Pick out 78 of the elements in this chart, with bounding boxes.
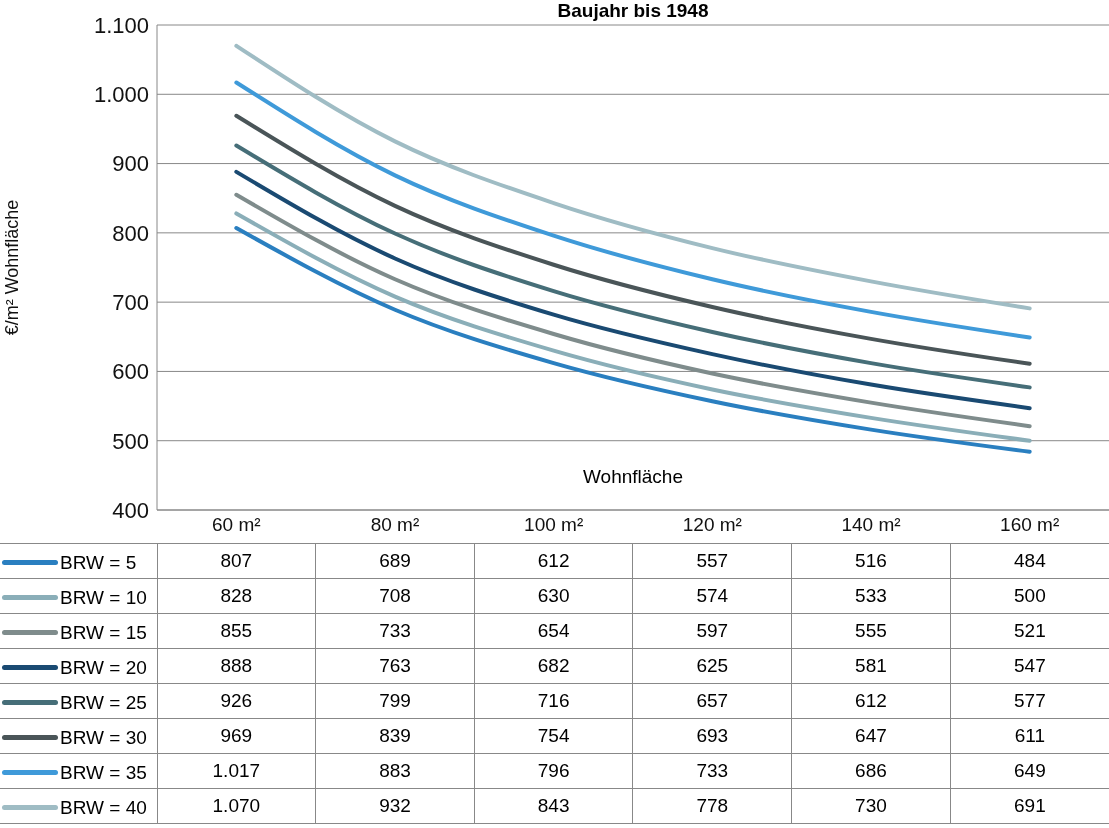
data-label: 883	[315, 753, 475, 789]
data-label: 733	[632, 753, 792, 789]
data-label: 533	[791, 578, 951, 614]
y-tick-label: 1.100	[93, 12, 149, 38]
y-tick-label: 900	[112, 151, 149, 177]
data-label: 839	[315, 718, 475, 754]
data-label: 733	[315, 613, 475, 649]
x-tick-label: 60 m²	[212, 514, 261, 536]
data-label: 969	[157, 718, 316, 754]
data-label: 1.070	[157, 788, 316, 824]
data-label: 654	[474, 613, 633, 649]
data-label: 611	[950, 718, 1109, 754]
legend-label: BRW = 40	[60, 796, 147, 819]
data-label: 557	[632, 543, 792, 579]
line-series	[234, 113, 1032, 366]
data-label: 547	[950, 648, 1109, 684]
data-label: 754	[474, 718, 633, 754]
y-tick-label: 600	[112, 359, 149, 385]
data-label: 630	[474, 578, 633, 614]
data-label: 612	[474, 543, 633, 579]
data-label: 657	[632, 683, 792, 719]
data-label: 521	[950, 613, 1109, 649]
y-tick-label: 1.000	[93, 82, 149, 108]
data-label: 516	[791, 543, 951, 579]
x-axis-title: Wohnfläche	[582, 466, 684, 488]
legend-label: BRW = 10	[60, 586, 147, 609]
data-label: 799	[315, 683, 475, 719]
data-label: 500	[950, 578, 1109, 614]
data-label: 581	[791, 648, 951, 684]
data-label: 555	[791, 613, 951, 649]
x-tick-label: 80 m²	[370, 514, 420, 536]
legend-label: BRW = 35	[60, 761, 147, 784]
data-label: 807	[157, 543, 316, 579]
legend-label: BRW = 5	[60, 551, 137, 574]
data-label: 778	[632, 788, 792, 824]
data-label: 686	[791, 753, 951, 789]
data-label: 693	[632, 718, 792, 754]
legend-label: BRW = 25	[60, 691, 147, 714]
data-label: 689	[315, 543, 475, 579]
data-label: 612	[791, 683, 951, 719]
y-tick-label: 800	[112, 220, 149, 246]
legend-label: BRW = 20	[60, 656, 147, 679]
data-label: 926	[157, 683, 316, 719]
x-tick-label: 120 m²	[682, 514, 742, 536]
data-label: 855	[157, 613, 316, 649]
y-tick-label: 700	[112, 289, 149, 315]
y-axis-title: €/m² Wohnfläche	[2, 199, 23, 336]
data-label: 625	[632, 648, 792, 684]
x-tick-label: 140 m²	[841, 514, 901, 536]
data-label: 484	[950, 543, 1109, 579]
data-label: 597	[632, 613, 792, 649]
x-tick-label: 160 m²	[1000, 514, 1060, 536]
data-label: 682	[474, 648, 633, 684]
data-label: 647	[791, 718, 951, 754]
line-series	[234, 43, 1032, 311]
data-label: 730	[791, 788, 951, 824]
data-label: 708	[315, 578, 475, 614]
legend-label: BRW = 30	[60, 726, 147, 749]
data-label: 888	[157, 648, 316, 684]
line-series	[234, 169, 1032, 411]
line-series	[234, 143, 1032, 390]
chart-title: Baujahr bis 1948	[556, 0, 710, 22]
data-label: 932	[315, 788, 475, 824]
data-label: 716	[474, 683, 633, 719]
data-label: 649	[950, 753, 1109, 789]
y-tick-label: 400	[112, 497, 149, 523]
y-tick-label: 500	[112, 428, 149, 454]
data-label: 828	[157, 578, 316, 614]
line-series	[234, 80, 1032, 340]
data-label: 763	[315, 648, 475, 684]
data-label: 691	[950, 788, 1109, 824]
data-label: 574	[632, 578, 792, 614]
data-label: 796	[474, 753, 633, 789]
data-label: 843	[474, 788, 633, 824]
data-label: 577	[950, 683, 1109, 719]
legend-label: BRW = 15	[60, 621, 147, 644]
x-tick-label: 100 m²	[524, 514, 584, 536]
data-label: 1.017	[157, 753, 316, 789]
